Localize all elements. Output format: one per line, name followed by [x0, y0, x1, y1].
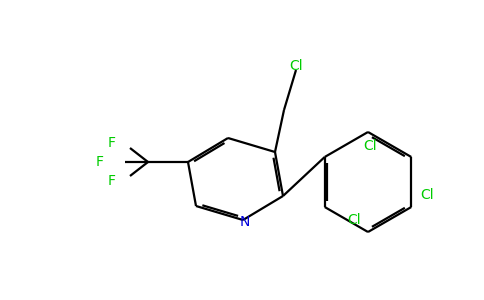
Text: Cl: Cl	[421, 188, 434, 202]
Text: N: N	[240, 215, 250, 229]
Text: F: F	[108, 174, 116, 188]
Text: Cl: Cl	[289, 59, 303, 73]
Text: F: F	[96, 155, 104, 169]
Text: F: F	[108, 136, 116, 150]
Text: Cl: Cl	[363, 139, 377, 153]
Text: Cl: Cl	[347, 213, 361, 227]
